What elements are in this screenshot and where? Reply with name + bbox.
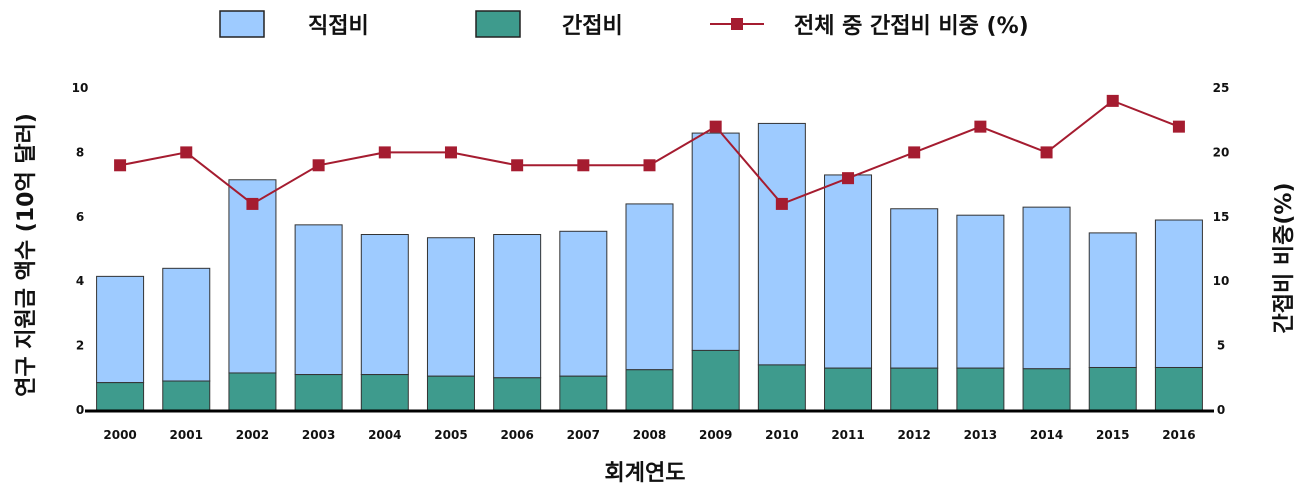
x-tick-label: 2002 bbox=[236, 428, 269, 442]
y-tick-label-right: 0 bbox=[1217, 403, 1225, 417]
y-tick-label-left: 2 bbox=[76, 339, 84, 353]
plot-area: 2000 2001 2002 2003 2004 2005 2006 2007 2008 2009… bbox=[72, 81, 1230, 442]
ratio-marker bbox=[974, 120, 987, 133]
y-tick-label-left: 8 bbox=[76, 145, 84, 159]
bar-indirect bbox=[824, 367, 873, 411]
ratio-marker bbox=[1040, 146, 1053, 159]
y-tick-label-right: 5 bbox=[1217, 339, 1225, 353]
bar-direct bbox=[1022, 206, 1071, 370]
bar-indirect bbox=[757, 364, 806, 411]
x-tick-label: 2013 bbox=[964, 428, 997, 442]
ratio-marker bbox=[511, 159, 524, 172]
ratio-marker bbox=[1106, 94, 1119, 107]
y-tick-label-left: 10 bbox=[72, 81, 89, 95]
bar-indirect bbox=[228, 372, 277, 411]
bar-direct bbox=[956, 214, 1005, 369]
x-tick-label: 2003 bbox=[302, 428, 335, 442]
y-tick-label-right: 20 bbox=[1213, 145, 1230, 159]
y-tick-label-left: 6 bbox=[76, 210, 84, 224]
legend-swatch-indirect bbox=[475, 10, 521, 38]
bar-indirect bbox=[493, 377, 542, 411]
ratio-marker bbox=[378, 146, 391, 159]
bar-indirect bbox=[691, 349, 740, 411]
bar-indirect bbox=[956, 367, 1005, 411]
bar-direct bbox=[1088, 232, 1137, 368]
bar-indirect bbox=[625, 369, 674, 411]
x-tick-label: 2011 bbox=[831, 428, 864, 442]
bar-indirect bbox=[96, 382, 145, 411]
bar-indirect bbox=[559, 375, 608, 411]
x-tick-label: 2005 bbox=[434, 428, 467, 442]
y-axis-title-left: 연구 지원금 액수 (10억 달러) bbox=[14, 113, 39, 397]
bar-indirect bbox=[1088, 366, 1137, 411]
ratio-marker bbox=[709, 120, 722, 133]
x-tick-label: 2007 bbox=[567, 428, 600, 442]
x-tick-label: 2008 bbox=[633, 428, 666, 442]
ratio-marker bbox=[180, 146, 193, 159]
x-tick-label: 2006 bbox=[500, 428, 533, 442]
bar-indirect bbox=[426, 375, 475, 411]
bar-direct bbox=[824, 174, 873, 369]
ratio-marker bbox=[908, 146, 921, 159]
ratio-marker bbox=[312, 159, 325, 172]
bar-direct bbox=[360, 234, 409, 376]
x-tick-label: 2015 bbox=[1096, 428, 1129, 442]
y-tick-label-left: 0 bbox=[76, 403, 84, 417]
ratio-marker bbox=[1172, 120, 1185, 133]
ratio-marker bbox=[444, 146, 457, 159]
legend-label-indirect: 간접비 bbox=[562, 14, 623, 39]
x-tick-label: 2001 bbox=[170, 428, 203, 442]
y-tick-label-right: 15 bbox=[1213, 210, 1230, 224]
legend-swatch-direct bbox=[219, 10, 265, 38]
x-tick-label: 2016 bbox=[1162, 428, 1195, 442]
bar-direct bbox=[559, 230, 608, 377]
ratio-marker bbox=[114, 159, 127, 172]
x-tick-label: 2004 bbox=[368, 428, 401, 442]
bar-direct bbox=[493, 234, 542, 379]
legend-marker-ratio bbox=[731, 18, 743, 30]
legend: 직접비 간접비 전체 중 간접비 비중 (%) bbox=[219, 10, 1029, 39]
bar-direct bbox=[890, 208, 939, 369]
y-tick-label-right: 10 bbox=[1213, 274, 1230, 288]
legend-label-direct: 직접비 bbox=[308, 14, 369, 39]
ratio-marker bbox=[246, 197, 259, 210]
bar-indirect bbox=[360, 374, 409, 411]
bar-direct bbox=[162, 267, 211, 382]
y-tick-label-right: 25 bbox=[1213, 81, 1230, 95]
bar-direct bbox=[96, 275, 145, 384]
x-tick-label: 2000 bbox=[103, 428, 136, 442]
bar-direct bbox=[757, 122, 806, 366]
bar-direct bbox=[426, 237, 475, 377]
x-tick-label: 2012 bbox=[898, 428, 931, 442]
y-tick-label-left: 4 bbox=[76, 274, 84, 288]
legend-label-ratio: 전체 중 간접비 비중 (%) bbox=[794, 14, 1029, 39]
bar-indirect bbox=[1154, 366, 1203, 411]
bar-direct bbox=[691, 132, 740, 351]
bar-indirect bbox=[1022, 368, 1071, 411]
bar-indirect bbox=[162, 380, 211, 411]
bar-direct bbox=[294, 224, 343, 376]
x-axis-title: 회계연도 bbox=[605, 461, 686, 486]
x-tick-label: 2014 bbox=[1030, 428, 1063, 442]
x-tick-label: 2010 bbox=[765, 428, 798, 442]
ratio-marker bbox=[842, 172, 855, 185]
ratio-marker bbox=[775, 197, 788, 210]
ratio-marker bbox=[643, 159, 656, 172]
y-axis-title-right: 간접비 비중(%) bbox=[1272, 182, 1297, 333]
bar-indirect bbox=[890, 367, 939, 411]
x-tick-label: 2009 bbox=[699, 428, 732, 442]
bar-direct bbox=[1154, 219, 1203, 368]
bar-indirect bbox=[294, 374, 343, 411]
ratio-line bbox=[119, 99, 1180, 206]
bar-direct bbox=[625, 203, 674, 371]
ratio-marker bbox=[577, 159, 590, 172]
